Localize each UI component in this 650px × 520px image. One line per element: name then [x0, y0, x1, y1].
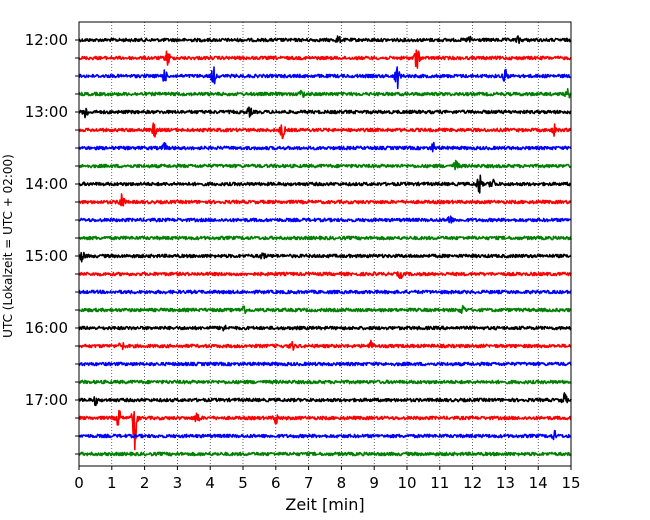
x-tick-label: 6 [271, 474, 281, 492]
plot-frame [78, 21, 572, 467]
trace-1600 [78, 324, 572, 332]
trace-1500 [78, 251, 572, 263]
trace-1230 [78, 66, 572, 90]
y-tick-label: 12:00 [25, 31, 68, 49]
trace-1700 [78, 392, 572, 407]
trace-1745 [78, 451, 572, 457]
trace-1515 [78, 271, 572, 280]
trace-1345 [78, 159, 572, 171]
trace-1545 [78, 304, 572, 315]
x-tick-label: 2 [140, 474, 150, 492]
y-tick-label: 16:00 [25, 319, 68, 337]
x-tick-label: 10 [397, 474, 416, 492]
trace-1315 [78, 122, 572, 140]
trace-1645 [78, 379, 572, 385]
trace-1245 [78, 88, 572, 99]
trace-1715 [78, 409, 572, 451]
y-tick-label: 14:00 [25, 175, 68, 193]
trace-1430 [78, 215, 572, 224]
x-tick-label: 4 [205, 474, 215, 492]
y-axis-label: UTC (Lokalzeit = UTC + 02:00) [1, 154, 15, 338]
grid-layer [111, 22, 539, 466]
trace-1415 [78, 193, 572, 207]
trace-1300 [78, 106, 572, 119]
x-tick-label: 9 [369, 474, 379, 492]
trace-layer [78, 35, 572, 457]
trace-1330 [78, 141, 572, 153]
x-tick-label: 12 [463, 474, 482, 492]
x-tick-label: 5 [238, 474, 248, 492]
trace-1730 [78, 429, 572, 441]
x-tick-label: 11 [430, 474, 449, 492]
trace-1630 [78, 361, 572, 367]
x-tick-label: 1 [107, 474, 117, 492]
trace-1200 [78, 35, 572, 45]
x-tick-label: 7 [304, 474, 314, 492]
x-tick-label: 15 [561, 474, 580, 492]
y-tick-label: 17:00 [25, 391, 68, 409]
x-tick-label: 8 [337, 474, 347, 492]
axis-layer: 0 1 2 3 4 5 6 7 8 9 10 11 12 13 14 1512:0013:0014:0015:… [25, 31, 581, 492]
x-tick-label: 14 [529, 474, 548, 492]
y-tick-label: 15:00 [25, 247, 68, 265]
trace-1530 [78, 289, 572, 295]
x-tick-label: 3 [173, 474, 183, 492]
x-tick-label: 0 [74, 474, 84, 492]
y-tick-label: 13:00 [25, 103, 68, 121]
x-axis-label: Zeit [min] [285, 495, 364, 514]
trace-1615 [78, 339, 572, 351]
trace-1215 [78, 49, 572, 69]
trace-1445 [78, 235, 572, 241]
trace-1400 [78, 174, 572, 194]
x-tick-label: 13 [496, 474, 515, 492]
